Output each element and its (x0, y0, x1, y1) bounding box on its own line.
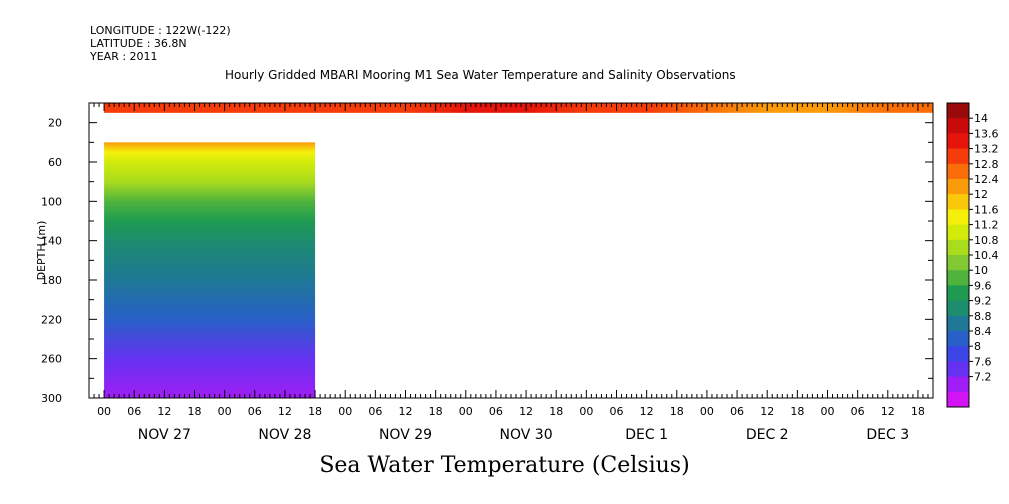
colorbar-label: 13.6 (974, 127, 999, 140)
x-hour-label: 18 (429, 405, 443, 418)
x-day-label: DEC 2 (746, 427, 789, 443)
x-hour-label: 12 (881, 405, 895, 418)
x-hour-label: 00 (97, 405, 111, 418)
x-hour-label: 00 (579, 405, 593, 418)
colorbar-swatch (947, 300, 969, 317)
x-hour-label: 00 (821, 405, 835, 418)
x-hour-label: 12 (640, 405, 654, 418)
x-hour-label: 06 (730, 405, 744, 418)
x-hour-label: 00 (459, 405, 473, 418)
x-day-label: NOV 27 (138, 427, 191, 443)
colorbar-swatch (947, 179, 969, 195)
colorbar-swatch (947, 224, 969, 241)
colorbar-label: 10.4 (974, 249, 999, 262)
variable-title: Sea Water Temperature (Celsius) (319, 453, 690, 478)
x-hour-label: 00 (338, 405, 352, 418)
colorbar-swatch (947, 315, 969, 332)
colorbar-swatch (947, 103, 969, 119)
x-hour-label: 18 (911, 405, 925, 418)
x-hour-label: 06 (127, 405, 141, 418)
colorbar-label: 14 (974, 112, 988, 125)
colorbar-label: 9.6 (974, 279, 992, 292)
colorbar-swatch (947, 391, 969, 408)
y-tick-label: 20 (48, 117, 62, 130)
colorbar-swatch (947, 346, 969, 362)
colorbar-swatch (947, 331, 969, 347)
y-tick-label: 140 (41, 235, 62, 248)
colorbar-swatch (947, 118, 969, 134)
y-tick-label: 60 (48, 156, 62, 169)
x-hour-label: 18 (670, 405, 684, 418)
y-axis-label: DEPTH (m) (35, 221, 48, 281)
colorbar-label: 8.4 (974, 325, 992, 338)
colorbar-label: 13.2 (974, 143, 999, 156)
colorbar-swatch (947, 148, 969, 165)
x-hour-label: 18 (549, 405, 563, 418)
surface-temperature-band (104, 103, 934, 113)
colorbar-label: 9.2 (974, 295, 992, 308)
x-hour-label: 00 (218, 405, 232, 418)
x-hour-label: 18 (308, 405, 322, 418)
x-hour-label: 06 (851, 405, 865, 418)
x-hour-label: 06 (610, 405, 624, 418)
colorbar-swatch (947, 194, 969, 210)
y-tick-label: 100 (41, 195, 62, 208)
x-hour-label: 12 (399, 405, 413, 418)
x-day-label: NOV 28 (258, 427, 311, 443)
x-day-label: NOV 29 (379, 427, 432, 443)
x-day-label: DEC 1 (625, 427, 668, 443)
y-tick-label: 220 (41, 313, 62, 326)
colorbar-label: 12.4 (974, 173, 999, 186)
longitude-label: LONGITUDE : 122W(-122) (90, 24, 231, 37)
colorbar-label: 11.2 (974, 219, 999, 232)
x-hour-label: 12 (278, 405, 292, 418)
colorbar-swatch (947, 239, 969, 256)
x-hour-label: 12 (760, 405, 774, 418)
colorbar-swatch (947, 163, 969, 180)
x-hour-label: 18 (188, 405, 202, 418)
colorbar-label: 12 (974, 188, 988, 201)
x-hour-label: 06 (368, 405, 382, 418)
temperature-profile-block (104, 142, 316, 398)
colorbar-swatch (947, 255, 969, 271)
colorbar-label: 7.2 (974, 371, 992, 384)
x-hour-label: 18 (790, 405, 804, 418)
chart-title: Hourly Gridded MBARI Mooring M1 Sea Wate… (225, 68, 736, 82)
latitude-label: LATITUDE : 36.8N (90, 37, 187, 50)
colorbar-label: 7.6 (974, 355, 992, 368)
x-hour-label: 06 (489, 405, 503, 418)
colorbar-label: 8.8 (974, 310, 992, 323)
x-hour-label: 06 (248, 405, 262, 418)
x-hour-label: 12 (519, 405, 533, 418)
colorbar-swatch (947, 376, 969, 393)
x-day-label: DEC 3 (866, 427, 909, 443)
colorbar-label: 10.8 (974, 234, 999, 247)
colorbar-label: 12.8 (974, 158, 999, 171)
colorbar-swatch (947, 285, 969, 302)
colorbar-label: 10 (974, 264, 988, 277)
colorbar-swatch (947, 133, 969, 150)
y-tick-label: 300 (41, 392, 62, 405)
colorbar-swatch (947, 361, 969, 378)
year-label: YEAR : 2011 (90, 50, 158, 63)
x-hour-label: 12 (157, 405, 171, 418)
y-tick-label: 180 (41, 274, 62, 287)
colorbar-swatch (947, 270, 969, 286)
colorbar-label: 11.6 (974, 203, 999, 216)
y-tick-label: 260 (41, 353, 62, 366)
x-hour-label: 00 (700, 405, 714, 418)
colorbar-label: 8 (974, 340, 981, 353)
colorbar-swatch (947, 209, 969, 226)
x-day-label: NOV 30 (500, 427, 553, 443)
